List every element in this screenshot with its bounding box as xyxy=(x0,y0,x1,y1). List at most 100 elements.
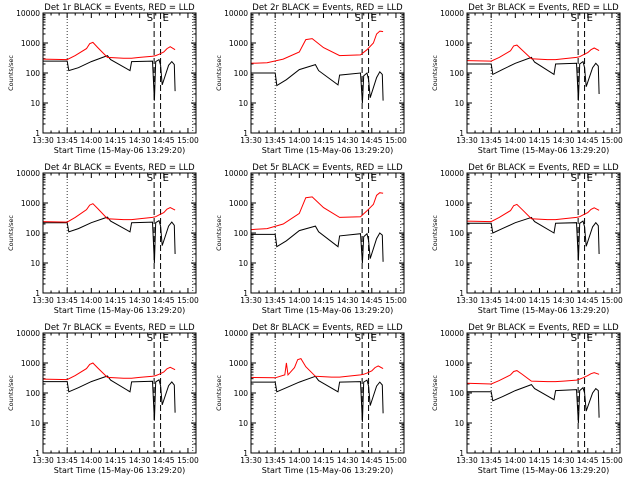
chart-panel-5: Det 5r BLACK = Events, RED = LLD 1 10 100 10… xyxy=(215,163,407,315)
y-tick-label: 10 xyxy=(30,419,40,428)
chart-title: Det 9r BLACK = Events, RED = LLD xyxy=(468,323,619,333)
x-tick-label: 13:45 xyxy=(56,296,78,305)
x-tick-label: 13:30 xyxy=(456,456,478,465)
x-tick-label: 15:00 xyxy=(177,296,199,305)
x-tick-label: 14:15 xyxy=(529,456,551,465)
x-tick-label: 15:00 xyxy=(601,296,623,305)
x-tick-label: 14:15 xyxy=(105,136,127,145)
y-tick-label: 10 xyxy=(238,259,248,268)
series-line-events xyxy=(43,375,176,421)
plot-frame xyxy=(466,12,621,134)
x-tick-label: 14:00 xyxy=(505,136,527,145)
x-tick-label: 13:45 xyxy=(56,136,78,145)
y-tick-label: 1000 xyxy=(445,359,464,368)
marker-label-s: S xyxy=(147,333,153,344)
x-tick-label: 14:00 xyxy=(81,456,103,465)
series-line-lld xyxy=(467,203,600,223)
chart-title: Det 6r BLACK = Events, RED = LLD xyxy=(468,163,619,173)
marker-label-e: E xyxy=(163,333,169,344)
x-tick-label: 13:45 xyxy=(480,456,502,465)
marker-label-s: S xyxy=(571,173,577,184)
y-tick-label: 100 xyxy=(450,389,465,398)
y-tick-label: 1 xyxy=(459,289,464,298)
x-axis-label: Start Time (15-May-06 13:29:20) xyxy=(54,146,185,155)
x-tick-label: 14:45 xyxy=(361,296,383,305)
y-axis-label: Counts/sec xyxy=(7,375,15,411)
series-line-lld xyxy=(43,362,176,381)
y-tick-label: 100 xyxy=(26,229,41,238)
x-tick-label: 13:45 xyxy=(56,456,78,465)
chart-title: Det 1r BLACK = Events, RED = LLD xyxy=(44,3,195,13)
plot-frame xyxy=(42,332,197,454)
x-axis-label: Start Time (15-May-06 13:29:20) xyxy=(478,306,609,315)
x-tick-label: 14:00 xyxy=(289,296,311,305)
series-line-events xyxy=(251,225,384,264)
marker-label-e: E xyxy=(587,13,593,24)
x-tick-label: 14:30 xyxy=(553,136,575,145)
marker-label-e: E xyxy=(371,333,377,344)
x-tick-label: 14:45 xyxy=(577,136,599,145)
chart-panel-6: Det 6r BLACK = Events, RED = LLD 1 10 100 10… xyxy=(431,163,623,315)
chart-title: Det 7r BLACK = Events, RED = LLD xyxy=(44,323,195,333)
x-tick-label: 15:00 xyxy=(601,456,623,465)
y-tick-label: 100 xyxy=(234,389,249,398)
y-tick-label: 10000 xyxy=(440,329,464,338)
y-axis-label: Counts/sec xyxy=(431,375,439,411)
y-tick-label: 10000 xyxy=(16,329,40,338)
series-line-events xyxy=(467,216,600,261)
series-line-lld xyxy=(251,192,384,231)
series-line-events xyxy=(43,55,176,101)
x-tick-label: 14:30 xyxy=(337,456,359,465)
y-tick-label: 100 xyxy=(234,229,249,238)
marker-label-s: S xyxy=(147,173,153,184)
x-axis-label: Start Time (15-May-06 13:29:20) xyxy=(478,146,609,155)
chart-title: Det 2r BLACK = Events, RED = LLD xyxy=(252,3,403,13)
x-tick-label: 14:30 xyxy=(553,296,575,305)
y-tick-label: 10000 xyxy=(16,169,40,178)
x-tick-label: 14:30 xyxy=(337,296,359,305)
y-tick-label: 10 xyxy=(454,259,464,268)
x-tick-label: 13:45 xyxy=(480,136,502,145)
x-tick-label: 13:30 xyxy=(240,456,262,465)
x-tick-label: 14:15 xyxy=(313,296,335,305)
x-tick-label: 14:45 xyxy=(577,296,599,305)
marker-label-e: E xyxy=(587,333,593,344)
x-tick-label: 13:45 xyxy=(264,456,286,465)
x-tick-label: 13:30 xyxy=(32,136,54,145)
x-tick-label: 14:15 xyxy=(105,296,127,305)
y-tick-label: 10000 xyxy=(16,9,40,18)
y-tick-label: 10000 xyxy=(224,169,248,178)
y-tick-label: 1 xyxy=(35,289,40,298)
marker-label-s: S xyxy=(571,13,577,24)
series-line-lld xyxy=(43,41,176,61)
chart-panel-9: Det 9r BLACK = Events, RED = LLD 1 10 100 10… xyxy=(431,323,623,475)
x-tick-label: 13:30 xyxy=(32,296,54,305)
y-tick-label: 1000 xyxy=(21,199,40,208)
x-tick-label: 13:45 xyxy=(264,136,286,145)
chart-panel-8: Det 8r BLACK = Events, RED = LLD 1 10 100 10… xyxy=(215,323,407,475)
y-tick-label: 10 xyxy=(454,99,464,108)
plot-frame xyxy=(42,12,197,134)
y-tick-label: 1000 xyxy=(229,359,248,368)
x-axis-label: Start Time (15-May-06 13:29:20) xyxy=(262,306,393,315)
x-tick-label: 14:30 xyxy=(337,136,359,145)
x-tick-label: 15:00 xyxy=(601,136,623,145)
x-tick-label: 15:00 xyxy=(177,456,199,465)
x-tick-label: 14:15 xyxy=(529,296,551,305)
x-tick-label: 14:45 xyxy=(577,456,599,465)
x-tick-label: 13:30 xyxy=(32,456,54,465)
y-axis-label: Counts/sec xyxy=(7,215,15,251)
marker-label-e: E xyxy=(587,173,593,184)
chart-panel-1: Det 1r BLACK = Events, RED = LLD 1 10 100 10… xyxy=(7,3,199,155)
x-axis-label: Start Time (15-May-06 13:29:20) xyxy=(262,466,393,475)
x-tick-label: 14:45 xyxy=(361,136,383,145)
x-tick-label: 14:45 xyxy=(153,296,175,305)
x-tick-label: 14:00 xyxy=(505,296,527,305)
x-tick-label: 15:00 xyxy=(385,136,407,145)
series-line-lld xyxy=(251,30,384,64)
y-tick-label: 1 xyxy=(35,449,40,458)
y-tick-label: 10000 xyxy=(440,9,464,18)
y-axis-label: Counts/sec xyxy=(431,55,439,91)
y-tick-label: 10 xyxy=(30,99,40,108)
chart-title: Det 4r BLACK = Events, RED = LLD xyxy=(44,163,195,173)
